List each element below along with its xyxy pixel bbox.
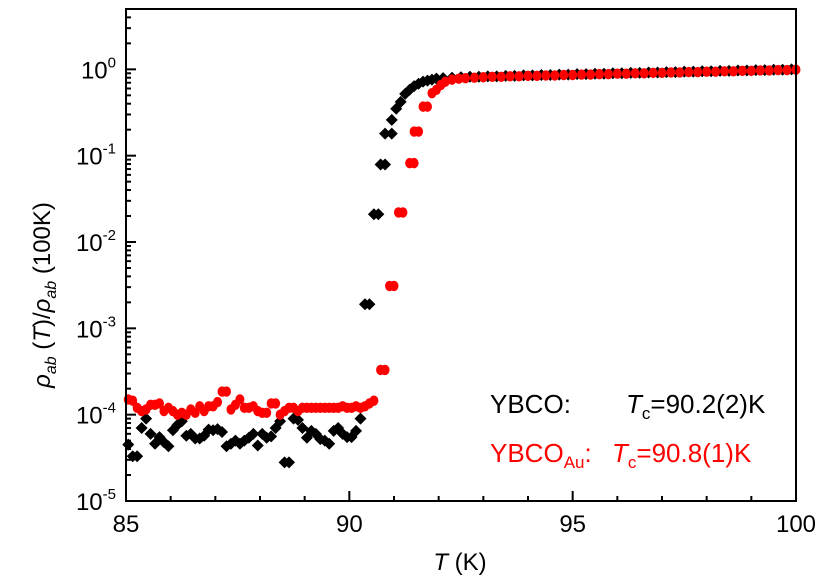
ybco-au-point — [523, 70, 533, 82]
ybco-au-point — [541, 70, 551, 81]
ybco-au-point — [447, 74, 457, 85]
x-tick-label: 95 — [559, 511, 586, 538]
ybco-au-point — [684, 66, 694, 78]
ybco-point — [394, 95, 407, 108]
ybco-point — [135, 422, 148, 435]
y-tick-label: 10-2 — [76, 227, 116, 257]
ybco-au-point — [657, 67, 667, 79]
ybco-point — [265, 430, 278, 443]
ybco-au-point — [454, 73, 464, 84]
y-tick-label: 10-5 — [76, 486, 116, 516]
ybco-point — [323, 437, 336, 450]
ybco-au-point — [235, 394, 245, 405]
ybco-au-point — [271, 398, 281, 409]
ybco-point — [372, 208, 385, 221]
ybco-au-point — [409, 157, 419, 169]
ybco-point — [291, 413, 304, 426]
ybco-point — [385, 127, 398, 140]
x-tick-label: 85 — [113, 511, 140, 538]
ybco-point — [379, 158, 392, 171]
ybco-au-point — [389, 280, 399, 292]
annotation-ybco: YBCO: Tc=90.2(2)K — [490, 389, 766, 423]
ybco-au-point — [460, 72, 470, 84]
y-tick-label: 100 — [81, 54, 116, 84]
ybco-au-point — [755, 65, 765, 76]
ybco-point — [247, 427, 260, 440]
annotation-ybco-au: YBCOAu: Tc=90.8(1)K — [490, 438, 752, 472]
ybco-au-point — [621, 68, 631, 79]
ybco-au-point — [478, 72, 488, 83]
ybco-au-point — [773, 64, 783, 76]
annotation-ybco-name: YBCO: — [490, 389, 571, 419]
plot-frame — [125, 8, 797, 502]
ybco-point — [122, 438, 135, 451]
ybco-point — [363, 298, 376, 311]
ybco-au-point — [666, 67, 676, 78]
ybco-point — [350, 424, 363, 437]
ybco-au-point — [469, 72, 479, 83]
ybco-au-point — [505, 71, 515, 82]
y-tick-labels: 10-5 10-4 10-3 10-2 10-1 100 — [76, 54, 116, 516]
ybco-au-point — [603, 68, 613, 80]
y-tick-label: 10-1 — [76, 141, 116, 171]
ybco-au-point — [782, 64, 792, 76]
x-axis-label: T (K) — [433, 549, 486, 576]
ybco-au-point — [213, 396, 223, 408]
ybco-au-point — [711, 66, 721, 77]
ybco-au-point — [746, 65, 756, 77]
ybco-au-point — [496, 71, 506, 82]
y-axis-label: ρab (T)/ρab (100K) — [29, 202, 60, 389]
ybco-au-point — [577, 69, 587, 80]
ybco-au-point — [222, 386, 231, 397]
ybco-au-point — [764, 65, 774, 76]
ybco-au-point — [648, 67, 658, 79]
x-tick-labels: 85 90 95 100 — [113, 511, 816, 538]
ybco-au-point — [586, 69, 596, 80]
annotation-ybco-au-name: YBCOAu: — [490, 438, 592, 472]
ybco-au-point — [155, 398, 164, 409]
x-tick-label: 90 — [336, 511, 363, 538]
ybco-au-point — [702, 66, 712, 77]
ybco-au-point — [487, 71, 497, 82]
ybco-au-point — [532, 70, 542, 82]
ybco-au-point — [568, 69, 578, 81]
ybco-au-point — [398, 207, 408, 218]
ybco-au-point — [675, 67, 685, 78]
ybco-au-point — [559, 69, 569, 81]
ybco-au-point — [630, 68, 640, 79]
y-tick-label: 10-4 — [76, 400, 116, 430]
ybco-au-point — [369, 395, 379, 406]
ybco-point — [354, 412, 367, 425]
annotation-ybco-au-tc: Tc=90.8(1)K — [612, 438, 752, 472]
ybco-au-point — [720, 66, 730, 77]
ybco-au-point — [594, 68, 604, 80]
ybco-point — [251, 439, 264, 452]
ybco-point — [162, 440, 175, 453]
y-tick-label: 10-3 — [76, 313, 116, 343]
ybco-au-point — [737, 65, 747, 77]
ybco-au-point — [550, 70, 560, 81]
ybco-au-point — [639, 68, 649, 79]
annotation-ybco-tc: Tc=90.2(2)K — [626, 389, 766, 423]
x-tick-label: 100 — [776, 511, 816, 538]
ybco-point — [385, 113, 398, 126]
ybco-point — [144, 427, 157, 440]
ybco-point — [379, 127, 392, 140]
ybco-au-point — [423, 101, 432, 112]
ybco-point — [296, 422, 309, 435]
ybco-au-point — [414, 126, 424, 137]
ybco-point — [283, 456, 296, 469]
ybco-au-point — [728, 66, 738, 77]
ybco-au-point — [514, 71, 524, 82]
ybco-au-point — [612, 68, 622, 79]
ybco-point — [131, 450, 144, 463]
ybco-au-point — [380, 364, 390, 376]
ybco-au-point — [262, 407, 272, 419]
data-marks — [122, 63, 801, 469]
ybco-point — [216, 425, 229, 438]
ybco-au-point — [693, 66, 703, 78]
